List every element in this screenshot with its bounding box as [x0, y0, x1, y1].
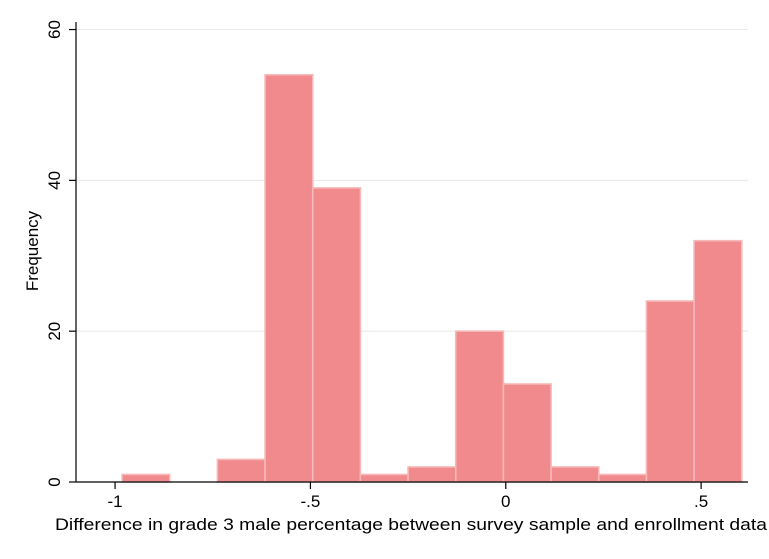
x-tick-label: 0 [501, 492, 510, 511]
y-tick-label: 20 [45, 322, 64, 341]
histogram-bar [645, 300, 695, 483]
histogram-bars [121, 73, 743, 483]
histogram-bar [550, 466, 600, 483]
x-axis-title: Difference in grade 3 male percentage be… [55, 515, 768, 534]
histogram-bar [311, 187, 362, 483]
x-tick-label: -.5 [300, 492, 320, 511]
gridlines [76, 29, 748, 332]
histogram-bar [407, 466, 457, 483]
x-tick-label: -1 [108, 492, 123, 511]
x-axis-ticks: -1 -.5 0 .5 [108, 482, 708, 511]
y-tick-label: 60 [45, 20, 64, 39]
histogram-bar [454, 330, 505, 483]
histogram-bar [502, 383, 552, 483]
y-axis-ticks: 0 20 40 60 [45, 20, 76, 487]
histogram-bar [693, 239, 743, 483]
histogram-bar [359, 473, 409, 483]
histogram-bar [216, 458, 266, 483]
y-tick-label: 40 [45, 171, 64, 190]
histogram-bar [121, 473, 171, 483]
y-tick-label: 0 [45, 477, 64, 486]
histogram-bar [264, 73, 314, 483]
histogram-bar [597, 473, 648, 483]
y-axis-title: Frequency [23, 210, 42, 291]
x-tick-label: .5 [694, 492, 708, 511]
